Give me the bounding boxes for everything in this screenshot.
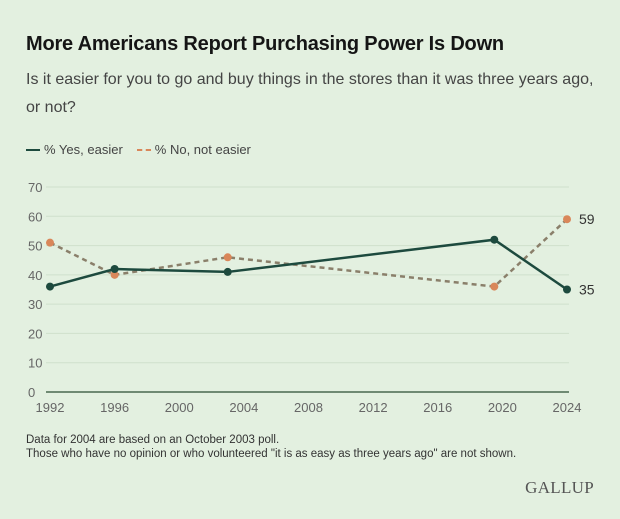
y-tick-label: 60 [28,209,42,224]
y-tick-label: 30 [28,297,42,312]
series-line-no [49,218,568,288]
x-tick-label: 2024 [553,400,582,415]
legend-dashed-line-icon [136,148,151,151]
data-point-yes [490,235,499,244]
data-point-no [110,270,119,279]
y-tick-label: 50 [28,239,42,254]
y-tick-label: 10 [28,356,42,371]
gallup-logo: GALLUP [525,478,594,497]
y-tick-label: 0 [28,385,35,400]
data-point-no [563,215,571,224]
y-tick-label: 20 [28,326,42,341]
data-point-no [490,282,499,291]
series-line-yes [49,238,568,291]
x-tick-label: 2004 [229,400,258,415]
x-tick-label: 2012 [359,400,388,415]
data-point-yes [223,267,232,276]
data-point-no [223,253,232,262]
x-tick-label: 2000 [165,400,194,415]
data-point-no [46,238,54,247]
footnote-2: Those who have no opinion or who volunte… [26,448,517,460]
y-tick-label: 70 [28,180,42,195]
legend: % Yes, easier % No, not easier [26,142,251,157]
x-tick-label: 1992 [36,400,65,415]
end-label-no: 59 [579,211,595,227]
data-point-yes [46,282,54,291]
legend-yes-label: % Yes, easier [44,142,123,157]
legend-no-label: % No, not easier [154,142,251,157]
data-point-yes [110,265,119,273]
chart-title: More Americans Report Purchasing Power I… [26,33,504,55]
footnote-1: Data for 2004 are based on an October 20… [26,434,280,446]
x-tick-label: 2020 [488,400,517,415]
data-point-yes [563,285,571,294]
end-label-yes: 35 [579,282,595,298]
x-tick-label: 1996 [100,400,129,415]
legend-solid-line-icon [26,148,40,151]
chart-subtitle: Is it easier for you to go and buy thing… [26,71,594,116]
y-tick-label: 40 [28,268,42,283]
x-tick-label: 2008 [294,400,323,415]
x-tick-label: 2016 [423,400,452,415]
